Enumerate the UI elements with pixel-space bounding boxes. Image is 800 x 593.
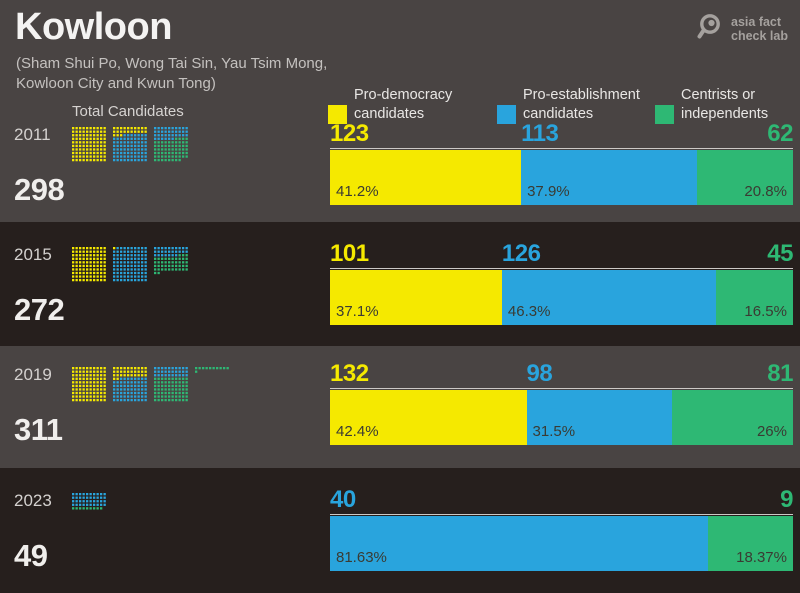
total-count: 298 (14, 172, 65, 207)
legend-item-pro-establishment: Pro-establishment candidates (497, 86, 640, 124)
bar-segment-pro_democracy: 42.4% (330, 390, 527, 445)
chart-row-2015: 2015 272 101 126 45 37.1% 46.3% 16.5% (0, 242, 800, 348)
waffle-chart (72, 247, 242, 290)
bar-segment-centrist: 20.8% (696, 150, 793, 205)
chart-row-2011: 2011 298 123 113 62 41.2% 37.9% 20.8% (0, 122, 800, 228)
subtitle-line-1: (Sham Shui Po, Wong Tai Sin, Yau Tsim Mo… (16, 55, 328, 72)
asia-fact-check-lab-logo: asia fact check lab (694, 12, 788, 47)
year-label: 2023 (14, 491, 52, 510)
total-count: 49 (14, 538, 48, 573)
segment-value-label: 62 (767, 120, 793, 147)
segment-value-label: 81 (767, 360, 793, 387)
legend-item-centrists: Centrists or independents (655, 86, 768, 124)
segment-value-label: 132 (330, 360, 369, 387)
total-count: 311 (14, 412, 63, 447)
segment-pct-label: 20.8% (744, 183, 787, 200)
bar-segment-pro_establishment: 31.5% (526, 390, 673, 445)
bar-segment-pro_establishment: 46.3% (501, 270, 717, 325)
waffle-chart (72, 127, 242, 170)
segment-value-label: 98 (526, 360, 553, 387)
year-label: 2019 (14, 365, 52, 384)
segment-pct-label: 46.3% (507, 303, 551, 320)
segment-pct-label: 37.9% (527, 183, 570, 200)
segment-pct-label: 41.2% (336, 183, 379, 200)
bar-segment-centrist: 18.37% (707, 516, 793, 571)
segment-value-label: 40 (330, 486, 356, 513)
segment-value-label: 101 (330, 240, 369, 267)
page-subtitle: (Sham Shui Po, Wong Tai Sin, Yau Tsim Mo… (16, 54, 327, 94)
legend-label: Pro-establishment (523, 87, 640, 103)
year-label: 2015 (14, 245, 52, 264)
segment-pct-label: 18.37% (736, 549, 787, 566)
logo-text: asia fact check lab (731, 15, 788, 43)
subtitle-line-2: Kowloon City and Kwun Tong) (16, 75, 216, 92)
waffle-chart (72, 493, 242, 536)
segment-pct-label: 42.4% (336, 423, 379, 440)
segment-value-labels: 132 98 81 (330, 362, 793, 389)
logo-line-2: check lab (731, 28, 788, 43)
segment-value-label: 123 (330, 120, 369, 147)
bar-segment-pro_democracy: 37.1% (330, 270, 502, 325)
bar-segment-pro_democracy: 41.2% (330, 150, 522, 205)
bar-segment-centrist: 16.5% (716, 270, 793, 325)
legend-item-pro-democracy: Pro-democracy candidates (328, 86, 452, 124)
pro-establishment-swatch-icon (497, 105, 516, 124)
legend-label: independents (681, 106, 769, 122)
chart-row-2019: 2019 311 132 98 81 42.4% 31.5% 26% (0, 362, 800, 468)
page-title: Kowloon (15, 6, 172, 48)
segment-value-labels: 123 113 62 (330, 122, 793, 149)
segment-value-label: 9 (780, 486, 793, 513)
segment-value-label: 45 (767, 240, 793, 267)
logo-line-1: asia fact (731, 15, 782, 29)
segment-pct-label: 81.63% (336, 549, 387, 566)
bar-segment-pro_establishment: 37.9% (521, 150, 697, 205)
magnifier-icon (694, 12, 724, 47)
waffle-chart (72, 367, 242, 410)
segment-value-label: 113 (521, 120, 559, 147)
legend-label: candidates (523, 106, 594, 122)
stacked-bar: 42.4% 31.5% 26% (330, 390, 793, 445)
segment-pct-label: 37.1% (336, 303, 379, 320)
total-candidates-header: Total Candidates (72, 103, 184, 120)
segment-pct-label: 16.5% (744, 303, 787, 320)
legend-label: Centrists or (681, 87, 756, 103)
segment-pct-label: 31.5% (532, 423, 576, 440)
stacked-bar: 37.1% 46.3% 16.5% (330, 270, 793, 325)
stacked-bar: 81.63% 18.37% (330, 516, 793, 571)
segment-value-label: 126 (501, 240, 541, 267)
legend-label: Pro-democracy (354, 87, 453, 103)
chart-row-2023: 2023 49 40 9 81.63% 18.37% (0, 488, 800, 593)
bar-segment-pro_establishment: 81.63% (330, 516, 708, 571)
centrists-swatch-icon (655, 105, 674, 124)
legend-label: candidates (354, 106, 425, 122)
pro-democracy-swatch-icon (328, 105, 347, 124)
segment-value-labels: 101 126 45 (330, 242, 793, 269)
total-count: 272 (14, 292, 65, 327)
segment-pct-label: 26% (756, 423, 787, 440)
bar-segment-centrist: 26% (672, 390, 793, 445)
stacked-bar: 41.2% 37.9% 20.8% (330, 150, 793, 205)
year-label: 2011 (14, 125, 51, 144)
segment-value-labels: 40 9 (330, 488, 793, 515)
